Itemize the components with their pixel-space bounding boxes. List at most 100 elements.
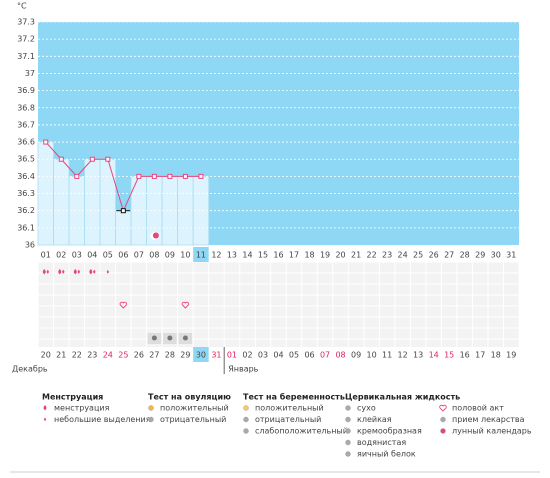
day-label: 26 [429,251,439,260]
legend-icon [345,451,351,457]
date-label: 19 [506,351,516,360]
day-label: 25 [413,251,423,260]
y-tick-label: 36.9 [17,86,35,95]
y-tick-label: 36.5 [17,155,35,164]
legend-item: кремообразная [357,427,422,436]
y-tick-label: 36.8 [17,103,35,112]
day-label: 24 [398,251,408,260]
legend-icon [440,416,446,423]
legend-item: яичный белок [357,450,416,459]
date-label: 01 [227,351,237,360]
day-label: 07 [134,251,144,260]
month-label: Декабрь [12,365,48,374]
temperature-point [120,208,126,214]
y-tick-label: 37.1 [17,52,35,61]
date-label: 18 [491,351,501,360]
date-label: 07 [320,351,330,360]
legend-title: Менструация [42,393,103,402]
legend-icon [243,416,249,423]
day-label: 14 [242,251,252,260]
legend-item: клейкая [357,415,392,424]
day-label: 19 [320,251,330,260]
temperature-point [89,156,95,162]
legend-icon [44,417,46,422]
day-label: 05 [103,251,113,260]
legend-icon [345,428,351,434]
day-label: 08 [149,251,159,260]
day-label: 03 [72,251,82,260]
legend-icon [439,404,447,412]
plot-background [38,22,519,245]
legend-item: положительный [160,404,229,413]
day-label: 02 [56,251,66,260]
temperature-bar [99,158,116,246]
day-label: 06 [118,251,128,260]
date-label: 25 [118,351,128,360]
date-label: 12 [398,351,408,360]
date-label: 24 [103,351,113,360]
date-label: 09 [351,351,361,360]
temperature-point [182,173,188,179]
legend-icon [148,416,154,423]
date-label: 22 [72,351,82,360]
day-label: 21 [351,251,361,260]
moon-icon [152,232,159,239]
date-label: 26 [134,351,144,360]
fluid-icon [151,335,157,341]
day-label: 28 [460,251,470,260]
day-label: 17 [289,251,299,260]
legend-item: половой акт [452,404,504,413]
date-label: 05 [289,351,299,360]
date-label: 20 [41,351,51,360]
y-tick-label: 36.6 [17,138,35,147]
legend-item: слабоположительный [255,427,348,436]
date-label: 23 [87,351,97,360]
date-label: 30 [196,351,206,360]
date-label: 15 [444,351,454,360]
legend-icon [345,405,351,411]
date-label: 11 [382,351,392,360]
day-label: 04 [87,251,97,260]
date-label: 14 [429,351,439,360]
intercourse-icon [119,301,128,309]
y-tick-label: 37.2 [17,35,35,44]
date-label: 28 [165,351,175,360]
unit-label: °C [17,2,27,11]
day-label: 10 [180,251,190,260]
y-tick-label: 37 [25,69,35,78]
date-label: 03 [258,351,268,360]
y-tick-label: 36.1 [17,223,35,232]
day-label: 23 [382,251,392,260]
menstruation-icon [46,269,49,274]
y-tick-label: 36.4 [17,172,35,181]
day-label: 20 [335,251,345,260]
legend-icon [243,405,249,411]
day-label: 09 [165,251,175,260]
legend-title: Цервикальная жидкость [345,393,460,402]
legend-icon [440,428,446,434]
day-label: 29 [475,251,485,260]
day-label: 15 [258,251,268,260]
legend-item: отрицательный [160,415,226,424]
date-label: 31 [211,351,221,360]
day-label: 16 [273,251,283,260]
legend-icon [345,416,351,423]
fluid-icon [167,335,173,341]
legend-item: сухо [357,404,376,413]
temperature-point [43,139,49,145]
day-label: 12 [211,251,221,260]
legend-title: Тест на беременность [243,392,345,402]
day-label: 31 [506,251,516,260]
date-label: 29 [180,351,190,360]
date-label: 21 [56,351,66,360]
intercourse-icon [181,301,190,309]
legend-item: положительный [255,404,324,413]
fluid-icon [182,335,188,341]
day-label: 27 [444,251,454,260]
y-tick-label: 36 [25,241,35,250]
temperature-bar [84,158,101,246]
date-label: 10 [367,351,377,360]
legend-icon [43,405,47,411]
menstruation-icon [77,269,80,274]
date-label: 16 [460,351,470,360]
